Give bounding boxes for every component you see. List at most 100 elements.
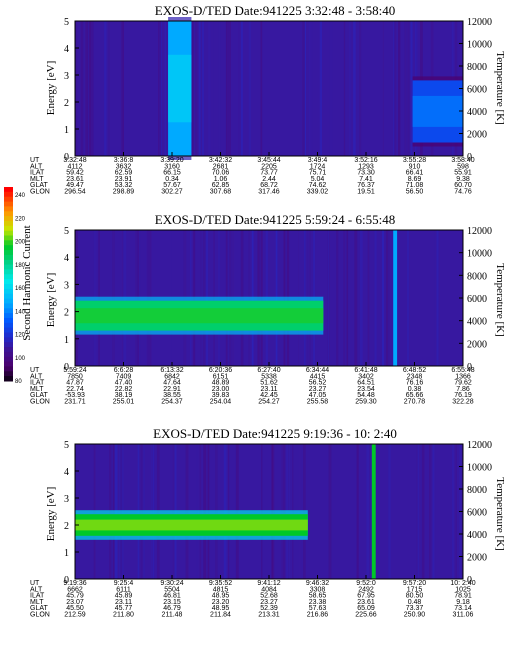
ephemeris-value: 211.48 <box>162 612 183 619</box>
ephemeris-value: 4415 <box>310 373 326 380</box>
ephemeris-value: 339.02 <box>307 189 329 196</box>
colorbar-swatch <box>4 322 13 329</box>
ephemeris-value: 317.46 <box>258 189 280 196</box>
ephemeris-value: 6151 <box>213 373 229 380</box>
y2-tick-label: 4000 <box>467 107 487 118</box>
heatmap-stripe <box>398 21 401 156</box>
heatmap-stripe <box>455 444 457 579</box>
colorbar-swatch <box>4 284 13 290</box>
ephemeris-value: 22.74 <box>66 386 84 393</box>
ephemeris-value: 23.38 <box>309 599 327 606</box>
feature-band-core <box>75 519 308 531</box>
heatmap-stripe <box>260 21 263 156</box>
heatmap-stripe <box>359 230 363 366</box>
colorbar-swatch <box>4 196 13 203</box>
heatmap-stripe <box>241 21 243 156</box>
heatmap-stripe <box>108 21 110 156</box>
heatmap-stripe <box>119 21 123 156</box>
colorbar-swatch <box>4 187 13 193</box>
ephemeris-row-label: GLAT <box>30 605 48 612</box>
ephemeris-value: 9:35:52 <box>209 580 232 587</box>
y-tick-label: 5 <box>64 17 69 28</box>
heatmap-stripe <box>374 230 377 366</box>
ephemeris-value: 68.72 <box>260 182 278 189</box>
ephemeris-value: 22.82 <box>115 386 133 393</box>
ephemeris-value: 9.18 <box>456 599 470 606</box>
panel-3-title: EXOS-D/TED Date:941225 9:19:36 - 10: 2:4… <box>153 426 397 441</box>
heatmap-stripe <box>104 21 107 156</box>
ephemeris-row-label: GLON <box>30 399 50 406</box>
y-tick-label: 2 <box>64 98 69 109</box>
y-tick-label: 1 <box>64 335 69 346</box>
y2-tick-label: 12000 <box>467 17 492 28</box>
y-tick-label: 2 <box>64 308 69 319</box>
colorbar-swatch <box>4 293 13 300</box>
heatmap-stripe <box>393 21 395 156</box>
ephemeris-value: 73.30 <box>357 170 375 177</box>
panel-2: EXOS-D/TED Date:941225 5:59:24 - 6:55:48… <box>30 212 505 406</box>
heatmap-stripe <box>407 230 409 366</box>
ephemeris-value: 3:39:20 <box>160 157 183 164</box>
heatmap-stripe <box>75 21 78 156</box>
ephemeris-value: 53.32 <box>115 182 133 189</box>
panel-1-plot-area: 0 1 2 3 4 5 0 2000 4000 6000 8000 10000 12000 <box>64 17 492 163</box>
ephemeris-value: 45.89 <box>115 593 133 600</box>
colorbar-swatch <box>4 235 13 241</box>
panel-2-title: EXOS-D/TED Date:941225 5:59:24 - 6:55:48 <box>155 212 395 227</box>
ephemeris-value: 75.71 <box>309 170 327 177</box>
heatmap-stripe <box>346 230 349 366</box>
heatmap-stripe <box>349 21 351 156</box>
colorbar-swatch <box>4 371 13 377</box>
colorbar-swatch <box>4 308 13 314</box>
ephemeris-value: 23.07 <box>66 599 84 606</box>
heatmap-stripe <box>354 230 357 366</box>
heatmap-stripe <box>228 21 230 156</box>
y2-tick-label: 0 <box>467 362 472 373</box>
colorbar-swatch <box>4 317 13 324</box>
colorbar-swatch <box>4 259 13 266</box>
panel-1-y2label: Temperature [K] <box>494 51 505 124</box>
y2-tick-label: 6000 <box>467 85 487 96</box>
ephemeris-row-label: ILAT <box>30 380 45 387</box>
ephemeris-value: 9:41:12 <box>257 580 280 587</box>
ephemeris-value: 56.50 <box>406 189 424 196</box>
colorbar-swatch <box>4 327 13 333</box>
ephemeris-row-label: UT <box>30 580 40 587</box>
ephemeris-value: 78.91 <box>454 593 472 600</box>
ephemeris-value: 0.38 <box>408 386 422 393</box>
y2-tick-label: 8000 <box>467 62 487 73</box>
ephemeris-value: 302.27 <box>161 189 183 196</box>
panel-1-title: EXOS-D/TED Date:941225 3:32:48 - 3:58:40 <box>155 3 395 18</box>
ephemeris-row-label: GLAT <box>30 392 48 399</box>
heatmap-stripe <box>417 444 419 579</box>
heatmap-stripe <box>198 21 201 156</box>
ephemeris-value: 74.76 <box>454 189 472 196</box>
heatmap-stripe <box>389 230 390 366</box>
heatmap-stripe <box>202 21 204 156</box>
ephemeris-value: 9:57:20 <box>403 580 426 587</box>
y-tick-label: 5 <box>64 440 69 451</box>
ephemeris-value: 80.50 <box>406 593 424 600</box>
ephemeris-row-label: ALT <box>30 373 43 380</box>
panel-3-plot-area: 0 1 2 3 4 5 0 2000 4000 6000 8000 10000 12000 <box>64 440 492 586</box>
ephemeris-value: 45.79 <box>66 593 84 600</box>
ephemeris-value: 51.62 <box>260 380 278 387</box>
ephemeris-value: 4815 <box>213 586 229 593</box>
ephemeris-value: 2.44 <box>262 176 276 183</box>
ephemeris-value: 231.71 <box>64 399 86 406</box>
ephemeris-value: 47.05 <box>309 392 327 399</box>
ephemeris-value: 5338 <box>261 373 277 380</box>
panel-2-plot-area: 0 1 2 3 4 5 0 2000 4000 6000 8000 10000 12000 <box>64 226 492 373</box>
ephemeris-value: 296.54 <box>64 189 86 196</box>
panel-1: EXOS-D/TED Date:941225 3:32:48 - 3:58:40… <box>30 3 505 196</box>
ephemeris-value: 1724 <box>310 163 326 170</box>
ephemeris-value: 0.48 <box>408 599 422 606</box>
colorbar-swatch <box>4 211 13 217</box>
panel-2-ylabel: Energy [eV] <box>45 273 57 327</box>
ephemeris-value: 307.68 <box>210 189 232 196</box>
ephemeris-value: 71.08 <box>406 182 424 189</box>
heatmap-stripe <box>218 21 221 156</box>
